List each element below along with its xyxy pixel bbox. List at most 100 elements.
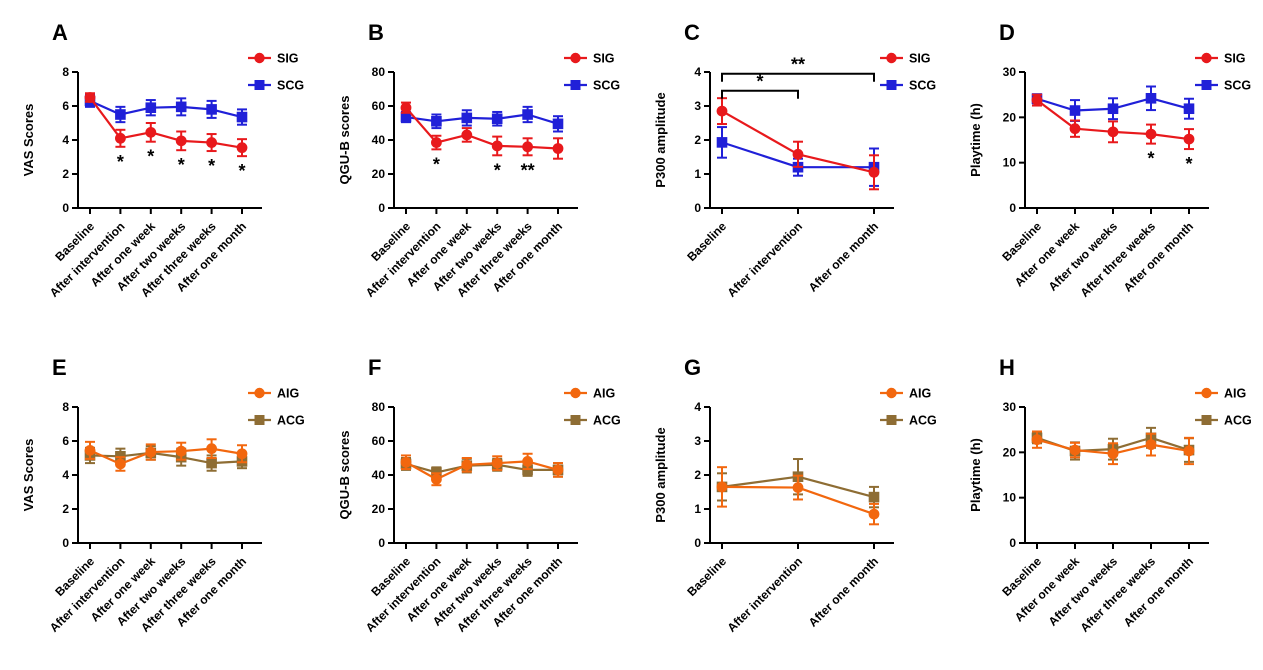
- circle-marker-icon: [461, 459, 472, 471]
- square-marker-icon: [175, 101, 187, 113]
- significance-asterisk: *: [1148, 149, 1155, 169]
- y-tick-label: 2: [694, 468, 701, 482]
- legend-label: ACG: [909, 414, 937, 428]
- y-tick-label: 0: [1010, 201, 1017, 215]
- series-line: [89, 99, 243, 119]
- significance-asterisk: *: [433, 154, 440, 174]
- legend-label: AIG: [1224, 387, 1246, 401]
- legend-item-AIG: AIG: [563, 387, 615, 401]
- panel-H: H 0 10 20 30 Baseline After one week After two …: [947, 335, 1263, 670]
- y-tick-label: 40: [371, 133, 385, 147]
- legend-label: ACG: [277, 414, 305, 428]
- series-SIG: [400, 101, 564, 160]
- y-tick-label: 20: [1003, 445, 1017, 459]
- y-tick-label: 0: [62, 536, 69, 550]
- circle-marker-icon: [1031, 434, 1043, 446]
- y-tick-label: 2: [694, 133, 701, 147]
- circle-marker-icon: [491, 140, 503, 152]
- series-line: [405, 462, 558, 474]
- series-line: [89, 96, 243, 149]
- legend-label: SCG: [277, 79, 304, 93]
- x-category-label: After one week: [1012, 554, 1082, 624]
- x-category-label: After intervention: [724, 219, 805, 300]
- y-tick-label: 30: [1003, 400, 1017, 414]
- panel-label: G: [684, 355, 701, 380]
- legend-label: SIG: [593, 52, 615, 66]
- circle-marker-icon: [236, 142, 248, 154]
- y-tick-label: 10: [1003, 491, 1017, 505]
- panel-label: A: [52, 20, 68, 45]
- y-tick-label: 0: [694, 201, 701, 215]
- circle-marker-icon: [84, 92, 96, 103]
- x-category-label: After one month: [1121, 554, 1196, 629]
- legend-item-ACG: ACG: [879, 414, 937, 428]
- circle-marker-icon: [1107, 448, 1119, 460]
- x-category-label: After one month: [1121, 219, 1196, 294]
- x-category-label: Baseline: [684, 219, 729, 264]
- series-AIG: [716, 466, 879, 526]
- significance-asterisk: *: [756, 72, 763, 92]
- y-tick-label: 20: [1003, 110, 1017, 124]
- circle-marker-icon: [792, 482, 803, 493]
- legend-label: SIG: [1224, 52, 1246, 66]
- square-marker-icon: [491, 113, 503, 125]
- circle-marker-icon: [885, 52, 897, 64]
- panel-D: D 0 10 20 30 Baseline After one week After two …: [947, 0, 1263, 335]
- significance-bracket: [720, 72, 875, 82]
- circle-marker-icon: [1201, 52, 1212, 64]
- legend-label: SCG: [1224, 79, 1251, 93]
- legend: SIG SCG: [879, 52, 936, 93]
- circle-marker-icon: [716, 481, 727, 493]
- circle-marker-icon: [552, 143, 564, 154]
- circle-marker-icon: [885, 387, 897, 399]
- legend: SIG SCG: [563, 52, 620, 93]
- x-category-label: After two weeks: [1046, 554, 1121, 629]
- y-axis-title: VAS Scores: [21, 439, 36, 512]
- series-SCG: [400, 105, 564, 133]
- legend-item-AIG: AIG: [879, 387, 931, 401]
- circle-marker-icon: [1145, 439, 1157, 451]
- legend-label: SCG: [909, 79, 936, 93]
- y-axis-title: QGU-B scores: [337, 96, 352, 185]
- square-marker-icon: [1201, 80, 1212, 90]
- y-tick-label: 1: [694, 167, 701, 181]
- y-tick-label: 80: [371, 65, 385, 79]
- circle-marker-icon: [868, 166, 879, 178]
- legend-item-ACG: ACG: [563, 414, 621, 428]
- panel-C: C 0 1 2 3 4 Baseline After intervention After on…: [632, 0, 948, 335]
- legend-item-SIG: SIG: [248, 52, 299, 66]
- circle-marker-icon: [175, 445, 187, 457]
- series-line: [405, 113, 559, 125]
- y-tick-label: 60: [371, 434, 385, 448]
- legend-label: AIG: [909, 387, 931, 401]
- circle-marker-icon: [400, 102, 412, 114]
- circle-marker-icon: [1201, 387, 1212, 399]
- significance-asterisk: *: [117, 152, 124, 172]
- legend-label: ACG: [593, 414, 621, 428]
- square-marker-icon: [1069, 105, 1081, 116]
- legend-item-AIG: AIG: [1195, 387, 1246, 401]
- circle-marker-icon: [430, 473, 442, 485]
- significance-asterisk: **: [790, 55, 804, 75]
- circle-marker-icon: [521, 141, 533, 153]
- legend-item-SIG: SIG: [1195, 52, 1246, 66]
- y-tick-label: 0: [378, 201, 385, 215]
- square-marker-icon: [868, 491, 879, 503]
- circle-marker-icon: [84, 444, 96, 456]
- y-tick-label: 4: [62, 468, 69, 482]
- panel-E: E 0 2 4 6 8 Baseline After intervention After on…: [0, 335, 316, 670]
- circle-marker-icon: [570, 52, 581, 64]
- axes: [703, 406, 894, 549]
- circle-marker-icon: [115, 132, 126, 144]
- legend: SIG SCG: [248, 52, 304, 93]
- circle-marker-icon: [206, 443, 218, 455]
- panel-A: A 0 2 4 6 8 Baseline After intervention After on…: [0, 0, 316, 335]
- legend-item-SCG: SCG: [563, 79, 620, 93]
- square-marker-icon: [400, 111, 412, 123]
- y-tick-label: 4: [694, 65, 701, 79]
- y-tick-label: 1: [694, 502, 701, 516]
- square-marker-icon: [254, 415, 265, 425]
- circle-marker-icon: [868, 508, 879, 520]
